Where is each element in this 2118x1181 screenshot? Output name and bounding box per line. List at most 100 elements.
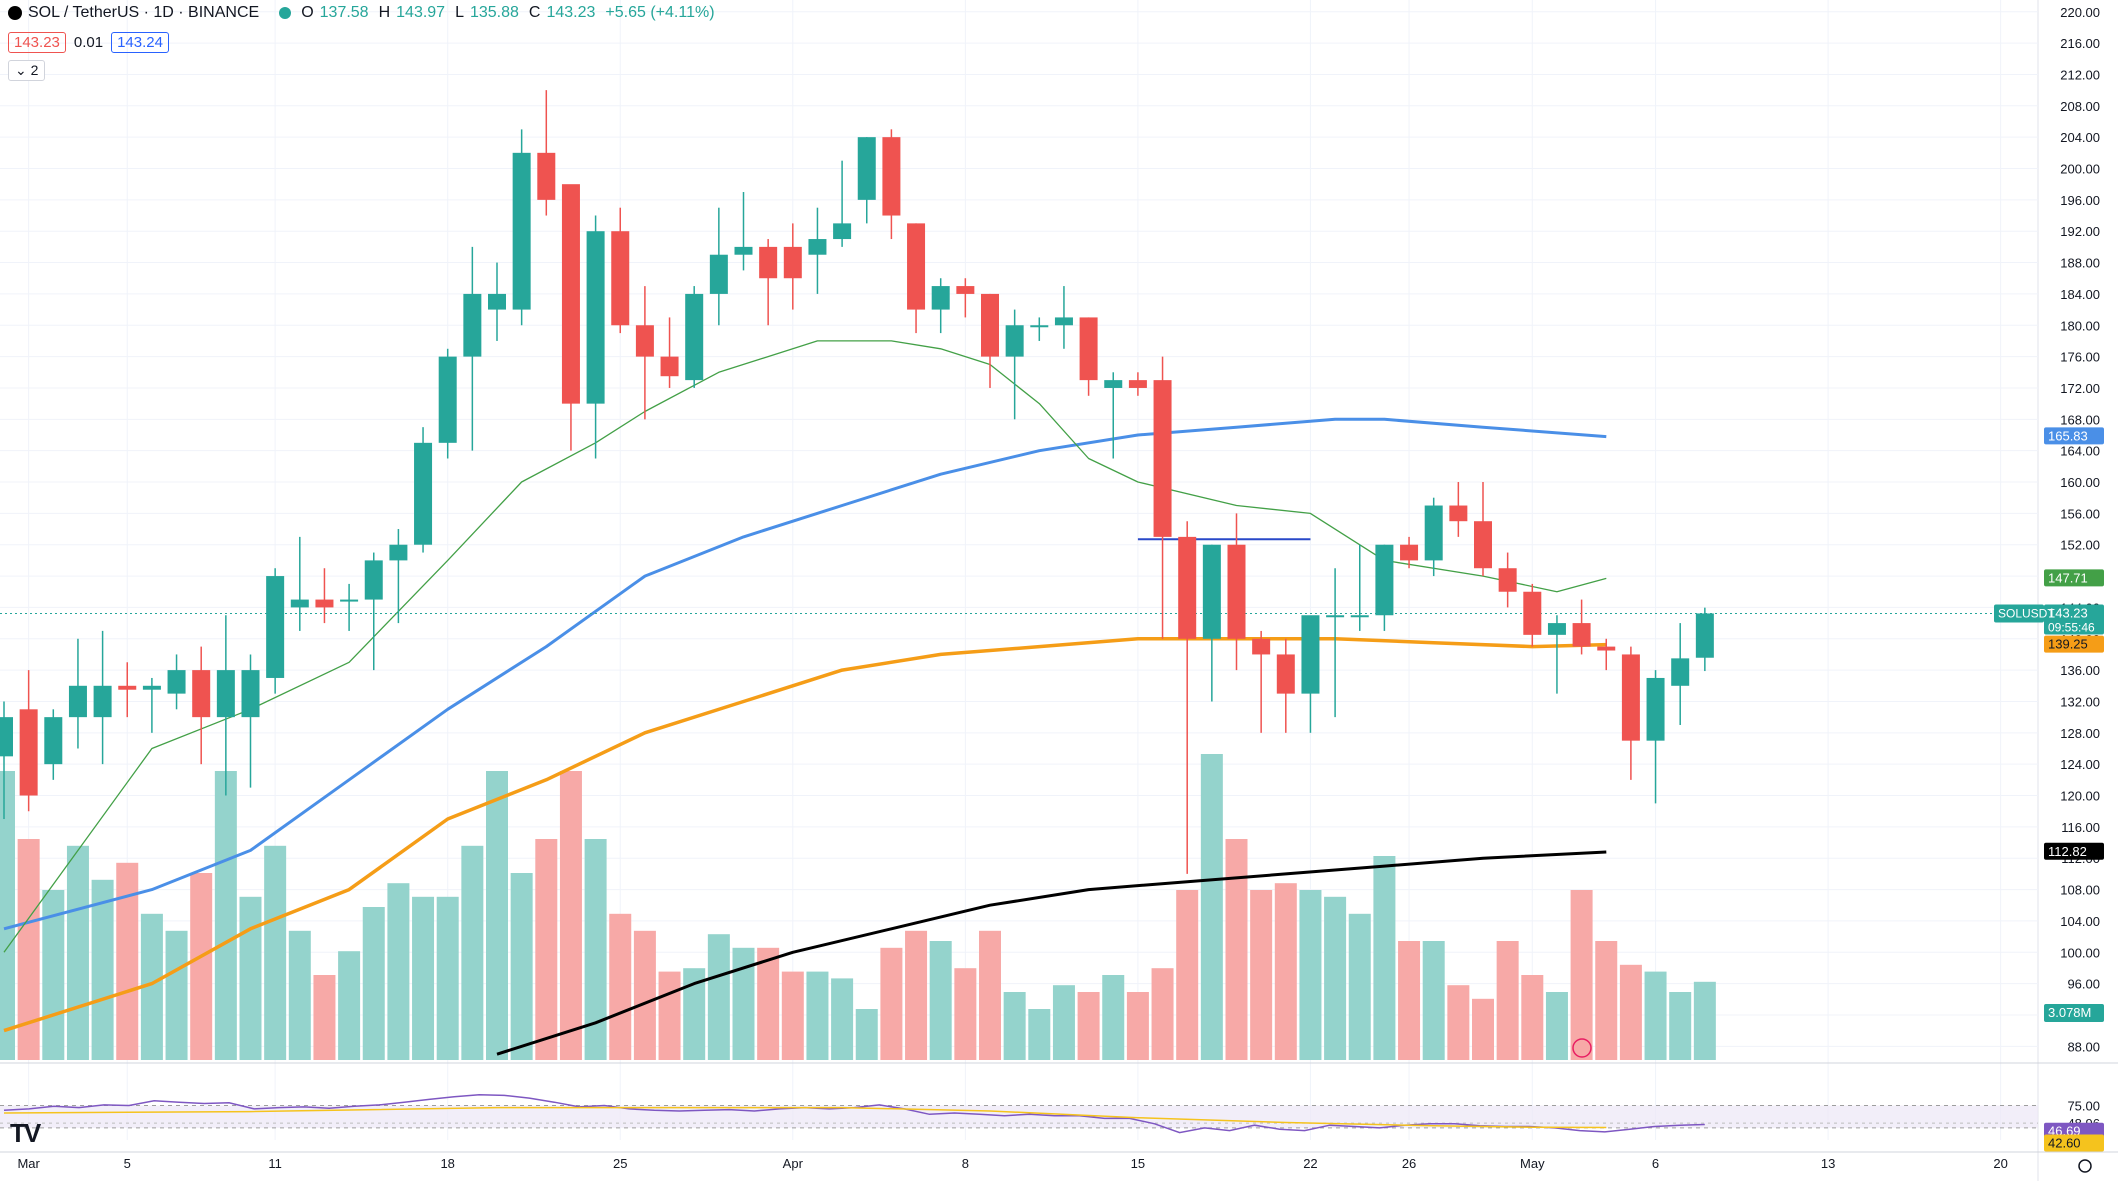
ma-green-label-bg: [2044, 569, 2104, 587]
high-label: H: [378, 4, 391, 21]
price-tick-label: 156.00: [2060, 506, 2100, 521]
candle-body: [1178, 536, 1197, 639]
volume-bar: [1176, 890, 1199, 1060]
time-tick-label: 5: [124, 1156, 131, 1171]
candle-body: [1128, 380, 1147, 388]
candle-body: [0, 717, 13, 757]
candle-body: [808, 239, 827, 255]
candle-body: [956, 286, 975, 294]
volume-bar: [707, 934, 730, 1060]
price-tick-label: 204.00: [2060, 130, 2100, 145]
candle-body: [389, 544, 408, 561]
volume-bar: [1644, 971, 1667, 1060]
candle-body: [340, 599, 359, 602]
sell-button[interactable]: 143.23: [8, 32, 66, 53]
volume-bar: [658, 971, 681, 1060]
candle-body: [1597, 646, 1616, 651]
price-tick-label: 124.00: [2060, 757, 2100, 772]
volume-bar: [1545, 992, 1568, 1060]
candle-body: [1252, 638, 1271, 655]
price-tick-label: 164.00: [2060, 444, 2100, 459]
change-value: +5.65 (+4.11%): [605, 4, 715, 21]
volume-bar: [929, 941, 952, 1060]
volume-bar: [1077, 992, 1100, 1060]
time-tick-label: 8: [962, 1156, 969, 1171]
candle-body: [1326, 615, 1345, 618]
candle-body: [438, 356, 457, 443]
candle-body: [611, 231, 630, 326]
price-tick-label: 160.00: [2060, 475, 2100, 490]
time-tick-label: 18: [440, 1156, 454, 1171]
last-price-label-bg: [2044, 604, 2104, 635]
volume-bar: [66, 845, 89, 1060]
volume-bar: [214, 771, 237, 1060]
candle-body: [907, 223, 926, 310]
volume-label-bg: [2044, 1004, 2104, 1022]
time-tick-label: Mar: [17, 1156, 40, 1171]
close-label: C: [528, 4, 541, 21]
price-tick-label: 176.00: [2060, 350, 2100, 365]
volume-bar: [954, 968, 977, 1060]
indicators-toggle[interactable]: ⌄ 2: [8, 60, 46, 81]
candle-body: [561, 184, 580, 404]
open-label: O: [301, 4, 314, 21]
candle-body: [857, 137, 876, 200]
candle-body: [1030, 325, 1049, 328]
price-tick-label: 152.00: [2060, 538, 2100, 553]
price-tick-label: 132.00: [2060, 694, 2100, 709]
candle-body: [1153, 380, 1172, 537]
symbol-tag: SOLUSDT: [1998, 606, 2055, 620]
gear-icon: [2078, 1159, 2092, 1173]
candle-body: [1400, 544, 1419, 561]
volume-bar: [1225, 839, 1248, 1060]
volume-bar: [1200, 754, 1223, 1060]
candlesticks: [0, 90, 1714, 874]
price-axis[interactable]: 220.00 216.00 212.00 208.00 204.00 200.00 196.…: [1572, 5, 2104, 1173]
price-tick-label: 120.00: [2060, 789, 2100, 804]
candle-body: [882, 137, 901, 216]
volume-bar: [17, 839, 40, 1060]
volume-bar: [831, 978, 854, 1060]
symbol-title[interactable]: SOL / TetherUS · 1D · BINANCE: [28, 4, 260, 21]
time-axis[interactable]: Mar 5 11 18 25 Apr 8 15 22 26 May 6 13 20: [17, 1156, 2007, 1171]
volume-bar: [1250, 890, 1273, 1060]
volume-bar: [757, 947, 780, 1060]
candle-body: [93, 685, 112, 718]
candle-body: [463, 293, 482, 357]
candle-body: [1474, 521, 1492, 569]
ma-black-line: [496, 850, 1607, 1056]
candle-body: [931, 286, 950, 310]
candle-body: [1202, 544, 1221, 639]
volume-bar: [338, 951, 361, 1060]
candle-body: [192, 670, 211, 718]
buy-button[interactable]: 143.24: [111, 32, 169, 53]
volume-bar: [1373, 856, 1396, 1060]
low-label: L: [455, 4, 464, 21]
volume-bar: [1324, 896, 1347, 1060]
candle-body: [1572, 623, 1591, 647]
volume-bar: [412, 896, 435, 1060]
time-tick-label: Apr: [783, 1156, 804, 1171]
volume-bar: [264, 845, 287, 1060]
price-tick-label: 108.00: [2060, 883, 2100, 898]
volume-bar: [362, 907, 385, 1060]
tradingview-logo-icon[interactable]: TV: [10, 1118, 41, 1148]
trade-buttons: 143.23 0.01 143.24: [8, 32, 169, 53]
volume-bar: [1447, 985, 1470, 1060]
volume-bar: [1472, 998, 1494, 1060]
volume-bar: [91, 879, 114, 1060]
volume-bar: [1348, 913, 1371, 1060]
volume-bar: [781, 971, 804, 1060]
last-price-label: 143.23: [2048, 605, 2088, 620]
ma-orange-label: 139.25: [2048, 637, 2088, 652]
volume-bar: [436, 896, 459, 1060]
volume-bar: [1028, 1009, 1051, 1060]
price-tick-label: 196.00: [2060, 193, 2100, 208]
candle-body: [1227, 544, 1246, 639]
indicators-count: 2: [30, 62, 39, 78]
volume-bar: [1274, 883, 1297, 1060]
price-tick-label: 216.00: [2060, 36, 2100, 51]
volume-bar: [190, 873, 213, 1060]
candle-body: [414, 442, 433, 545]
